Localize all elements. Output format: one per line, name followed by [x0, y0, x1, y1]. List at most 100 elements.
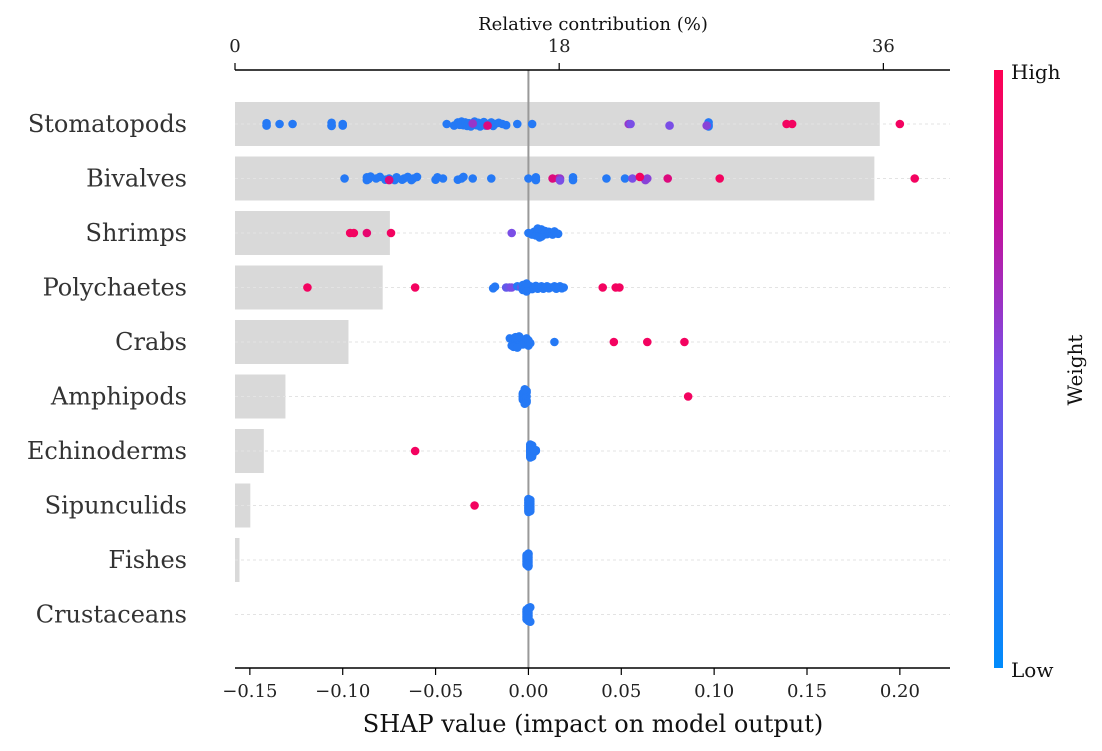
bottom-tick-label: 0.15 [787, 681, 827, 702]
shap-point [459, 172, 468, 182]
shap-point [615, 283, 624, 292]
shap-point [598, 283, 608, 292]
shap-point [642, 174, 652, 183]
shap-point [626, 119, 635, 129]
top-tick-label: 0 [229, 36, 240, 57]
category-label: Crustaceans [36, 601, 187, 629]
shap-point [550, 337, 559, 347]
shap-point [533, 224, 543, 233]
shap-point [262, 121, 271, 130]
category-labels: Stomatopods Bivalves Shrimps Polychaetes Cra… [27, 110, 187, 629]
shap-point [683, 392, 693, 401]
shap-point [468, 174, 478, 183]
shap-point [525, 505, 535, 514]
bottom-tick-label: −0.10 [315, 681, 370, 702]
shap-point [520, 385, 530, 394]
shap-point [410, 446, 420, 456]
shap-point [522, 279, 531, 288]
shap-point [275, 119, 284, 129]
shap-point [507, 228, 517, 238]
shap-point [642, 337, 652, 347]
shap-point [535, 233, 544, 242]
shap-point [525, 603, 535, 612]
shap-point [386, 228, 396, 238]
shap-point [438, 174, 448, 183]
top-x-axis: 0 18 36 [229, 36, 950, 71]
shap-point [384, 175, 394, 185]
shap-point [525, 497, 535, 506]
top-tick-label: 18 [548, 36, 571, 57]
shap-point [702, 121, 712, 130]
shap-point [303, 283, 312, 292]
shap-point [410, 283, 420, 292]
shap-point [895, 119, 905, 129]
shap-point [327, 120, 336, 130]
shap-point [486, 174, 496, 183]
shap-point [715, 174, 725, 183]
category-label: Amphipods [50, 383, 187, 411]
shap-point [524, 559, 533, 569]
bottom-tick-label: −0.05 [408, 681, 463, 702]
shap-point [442, 119, 452, 129]
shap-point [553, 229, 563, 239]
shap-point [602, 174, 611, 183]
shap-point [524, 174, 533, 183]
shap-point [531, 173, 541, 182]
bottom-tick-label: 0.00 [508, 681, 548, 702]
shap-point [527, 119, 537, 129]
colorbar-title: Weight [1063, 335, 1087, 406]
top-tick-label: 36 [872, 36, 895, 57]
category-label: Crabs [115, 328, 187, 356]
shap-point [340, 174, 349, 183]
shap-point [512, 343, 522, 352]
shap-point [568, 173, 578, 182]
shap-point [555, 176, 565, 185]
shap-point [635, 172, 645, 182]
category-label: Fishes [108, 546, 187, 574]
colorbar-high-label: High [1011, 60, 1061, 84]
category-label: Echinoderms [27, 437, 187, 465]
shap-point [559, 283, 569, 292]
shap-point [609, 337, 619, 347]
shap-point [412, 172, 422, 182]
shap-point [349, 228, 359, 238]
shap-point [470, 501, 479, 510]
shap-point [524, 551, 533, 561]
row-gridlines [235, 123, 950, 615]
shap-point [468, 119, 478, 128]
category-label: Bivalves [86, 165, 187, 193]
shap-point [628, 174, 637, 183]
shap-point [787, 119, 797, 129]
shap-point [680, 337, 689, 347]
category-label: Shrimps [86, 219, 187, 247]
bottom-tick-label: 0.05 [601, 681, 641, 702]
x-axis-title: SHAP value (impact on model output) [363, 710, 824, 738]
category-label: Polychaetes [43, 274, 187, 302]
shap-point [490, 282, 500, 292]
shap-point [362, 228, 372, 238]
shap-points [262, 117, 920, 626]
colorbar: High Low Weight [994, 60, 1087, 682]
bottom-tick-label: 0.10 [694, 681, 734, 702]
shap-point [338, 121, 348, 130]
shap-point [520, 399, 530, 409]
shap-point [522, 287, 531, 296]
colorbar-gradient [994, 70, 1003, 668]
shap-point [620, 174, 630, 183]
top-axis-title: Relative contribution (%) [478, 14, 708, 35]
shap-point [501, 120, 511, 130]
bottom-tick-label: −0.15 [222, 681, 277, 702]
bottom-tick-label: 0.20 [880, 681, 920, 702]
shap-point [512, 119, 522, 129]
category-label: Sipunculids [45, 492, 187, 520]
shap-point [910, 174, 920, 183]
shap-point [665, 121, 674, 130]
shap-point [525, 338, 535, 348]
shap-point [288, 119, 297, 129]
shap-point [525, 617, 535, 626]
bottom-x-axis: −0.15 −0.10 −0.05 0.00 0.05 0.10 0.15 0.20 [222, 667, 950, 702]
colorbar-low-label: Low [1011, 658, 1053, 682]
shap-point [529, 445, 539, 455]
category-label: Stomatopods [28, 110, 187, 138]
